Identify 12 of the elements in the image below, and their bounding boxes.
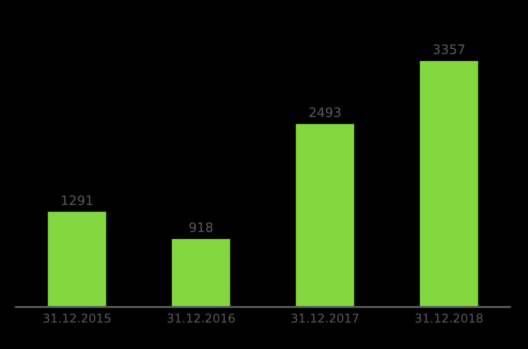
data-label: 1291 bbox=[60, 194, 94, 209]
x-tick-label: 31.12.2017 bbox=[290, 311, 360, 326]
data-label: 2493 bbox=[308, 106, 342, 122]
bar bbox=[296, 124, 354, 306]
x-tick-label: 31.12.2016 bbox=[166, 311, 236, 326]
bar bbox=[172, 239, 230, 306]
x-tick-label: 31.12.2018 bbox=[414, 311, 484, 326]
data-label: 918 bbox=[188, 221, 214, 236]
bar bbox=[48, 212, 106, 306]
bar bbox=[420, 61, 478, 306]
x-tick-label: 31.12.2015 bbox=[42, 311, 112, 326]
data-label: 3357 bbox=[432, 43, 466, 58]
